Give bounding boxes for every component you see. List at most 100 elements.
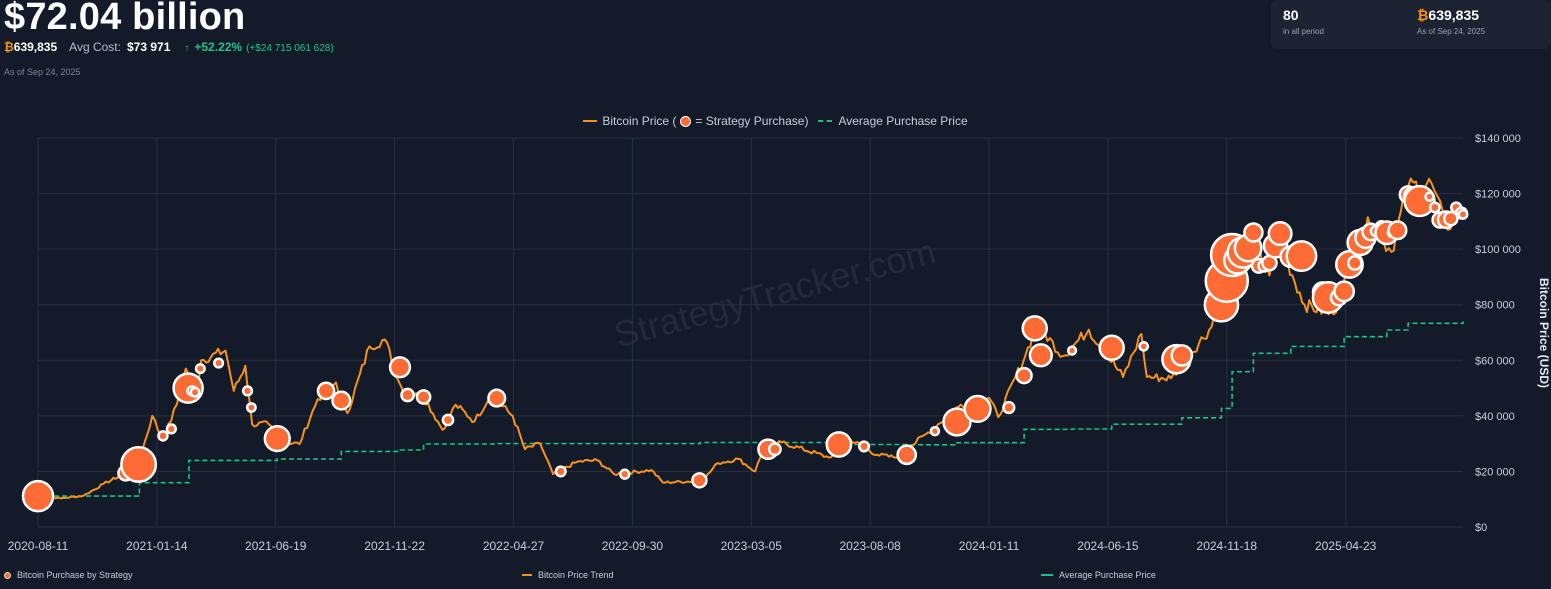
legend-dash-swatch: [818, 120, 833, 122]
summary-card: 80 in all period ₿639,835 As of Sep 24, …: [1271, 0, 1550, 49]
purchase-dot: [487, 388, 507, 408]
purchase-dot: [1170, 344, 1194, 367]
purchase-dot: [241, 385, 254, 397]
x-tick-label: 2021-11-22: [364, 539, 425, 553]
purchase-dot: [21, 479, 55, 513]
purchase-dot: [165, 423, 178, 435]
purchase-markers: [21, 184, 1469, 513]
purchase-dot: [1387, 220, 1408, 241]
purchase-dot: [157, 430, 169, 442]
purchase-dot: [554, 465, 567, 478]
bottom-legend-purchase-label: Bitcoin Purchase by Strategy: [17, 570, 133, 580]
avg-cost-value: $73 971: [126, 40, 171, 54]
bitcoin-symbol-icon: ₿: [4, 40, 14, 54]
purchase-dot: [1138, 341, 1150, 352]
purchase-dot: [1346, 255, 1363, 271]
arrow-up-icon: ↑: [184, 43, 190, 54]
bottom-legend-trend[interactable]: Bitcoin Price Trend: [522, 570, 614, 580]
bottom-legend-avg[interactable]: Average Purchase Price: [1041, 570, 1156, 580]
y-tick-label: $100 000: [1475, 244, 1521, 256]
legend-purchase-label: = Strategy Purchase): [695, 114, 809, 128]
bitcoin-symbol-icon: ₿: [1417, 7, 1429, 23]
purchase-dot: [1002, 400, 1016, 415]
purchases-caption: in all period: [1283, 27, 1324, 36]
x-tick-label: 2020-08-11: [8, 539, 69, 553]
y-tick-label: $120 000: [1475, 189, 1521, 201]
legend-price-label: Bitcoin Price (: [602, 114, 677, 128]
purchase-dot: [1066, 345, 1078, 356]
purchases-count-block: 80 in all period: [1283, 7, 1324, 36]
card-holdings-caption: As of Sep 24, 2025: [1417, 27, 1486, 36]
x-tick-label: 2021-01-14: [126, 539, 188, 553]
x-tick-label: 2021-06-19: [245, 539, 307, 553]
purchase-dot: [1015, 366, 1033, 385]
x-tick-label: 2024-06-15: [1077, 539, 1139, 553]
purchase-dot: [194, 363, 206, 375]
purchase-dot: [441, 413, 455, 427]
purchase-dot: [316, 381, 336, 401]
purchase-dot: [942, 407, 972, 437]
purchase-dot: [767, 442, 782, 457]
y-tick-label: $140 000: [1475, 133, 1521, 145]
btc-holdings: 639,835: [13, 40, 58, 54]
bottom-legend-avg-label: Average Purchase Price: [1059, 570, 1156, 580]
avg-cost-label: Avg Cost:: [69, 40, 121, 54]
avg-price-series: [38, 321, 1464, 497]
purchase-dot: [263, 424, 291, 453]
purchase-dot: [415, 389, 432, 405]
x-tick-label: 2022-09-30: [602, 539, 664, 553]
card-holdings: 639,835: [1428, 7, 1480, 23]
legend-purchase-dot-icon: [680, 115, 692, 127]
y-axis-title: Bitcoin Price (USD): [1537, 278, 1551, 388]
legend-line-swatch: [583, 120, 598, 122]
purchase-dot: [929, 425, 941, 437]
y-axis: $0 $20 000 $40 000 $60 000 $80 000 $100 000 $1…: [1475, 133, 1521, 534]
purchase-dot-icon: [4, 571, 11, 579]
purchase-dot: [1285, 240, 1318, 273]
y-tick-label: $60 000: [1475, 355, 1515, 367]
avg-dash-icon: [1041, 574, 1053, 576]
x-tick-label: 2024-01-11: [959, 539, 1020, 553]
y-tick-label: $20 000: [1475, 466, 1515, 478]
purchase-dot: [331, 390, 352, 411]
purchase-dot: [1428, 201, 1441, 214]
legend-item-price[interactable]: Bitcoin Price ( = Strategy Purchase): [583, 114, 808, 128]
bottom-legend-purchase[interactable]: Bitcoin Purchase by Strategy: [4, 570, 133, 580]
purchase-dot: [400, 387, 415, 403]
purchase-dot: [857, 440, 871, 453]
purchase-dot: [1098, 334, 1125, 362]
purchase-dot: [1333, 280, 1356, 303]
purchase-dot: [1267, 221, 1293, 247]
purchase-dot: [1243, 222, 1264, 243]
legend-avg-label: Average Purchase Price: [838, 114, 968, 128]
purchase-dot: [120, 446, 158, 483]
purchase-dot: [189, 386, 201, 398]
purchase-dot: [213, 357, 225, 369]
x-tick-label: 2025-04-23: [1315, 539, 1377, 553]
legend-item-avg[interactable]: Average Purchase Price: [808, 114, 968, 128]
y-tick-label: $40 000: [1475, 411, 1515, 423]
purchase-dot: [896, 444, 918, 466]
purchase-dot: [245, 402, 257, 413]
purchase-dot: [1021, 315, 1048, 342]
y-tick-label: $80 000: [1475, 300, 1515, 312]
holdings-stats-row: ₿ 639,835 Avg Cost: $73 971 ↑ +52.22% (+…: [4, 40, 334, 54]
y-tick-label: $0: [1475, 522, 1487, 534]
holdings-value-title: $72.04 billion: [4, 0, 246, 38]
purchase-dot: [1457, 208, 1469, 220]
x-axis: 2020-08-11 2021-01-14 2021-06-19 2021-11-22…: [8, 539, 1377, 553]
chart-legend: Bitcoin Price ( = Strategy Purchase) Ave…: [0, 114, 1551, 128]
x-tick-label: 2023-03-05: [721, 539, 783, 553]
purchase-dot: [963, 394, 992, 424]
x-tick-label: 2022-04-27: [483, 539, 545, 553]
purchases-count: 80: [1283, 7, 1299, 23]
as-of-date: As of Sep 24, 2025: [4, 67, 81, 77]
bottom-legend-trend-label: Bitcoin Price Trend: [538, 570, 614, 580]
card-holdings-block: ₿639,835 As of Sep 24, 2025: [1417, 7, 1485, 36]
purchase-dot: [1028, 343, 1053, 368]
purchase-dot: [619, 468, 631, 480]
purchase-dot: [1442, 210, 1459, 227]
purchase-dot: [825, 431, 853, 458]
purchase-dot: [388, 356, 412, 379]
